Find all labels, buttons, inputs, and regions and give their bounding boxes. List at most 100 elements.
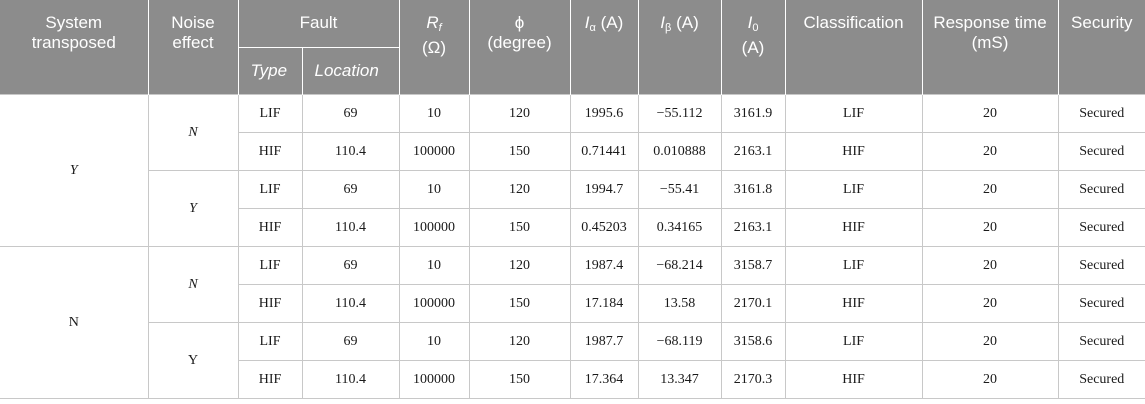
cell-classification: LIF [784,322,923,361]
cell-type: LIF [237,170,303,209]
cell-rf: 100000 [398,284,470,323]
table-row: HIF 110.4 100000 150 17.364 13.347 2170.… [0,360,1145,399]
cell-classification: HIF [784,208,923,247]
cell-security: Secured [1057,132,1145,171]
cell-response-time: 20 [921,284,1059,323]
phi-unit: (degree) [487,33,552,52]
cell-classification: HIF [784,132,923,171]
cell-i0: 2170.3 [720,360,786,399]
cell-phi: 120 [468,246,571,285]
header-response-time: Response time (mS) [921,0,1059,95]
i0-unit: (A) [741,38,765,57]
cell-ialpha: 1987.7 [569,322,639,361]
cell-classification: LIF [784,94,923,133]
table-row: Y LIF 69 10 120 1994.7 −55.41 3161.8 LIF… [0,170,1145,247]
cell-ibeta: −55.41 [637,170,722,209]
cell-noise: Y [148,170,239,247]
cell-i0: 2163.1 [720,208,786,247]
cell-ialpha: 1987.4 [569,246,639,285]
cell-location: 110.4 [301,360,400,399]
cell-rf: 100000 [398,208,470,247]
cell-ibeta: 13.347 [637,360,722,399]
cell-type: HIF [238,208,303,247]
cell-type: HIF [238,284,303,323]
cell-location: 69 [301,170,400,209]
ibeta-unit: (A) [676,13,699,32]
table-row: Y N LIF 69 10 120 1995.6 −55.112 3161.9 … [0,94,1145,247]
cell-phi: 120 [468,170,571,209]
header-fault: Fault [237,0,400,48]
cell-ialpha: 0.45203 [569,208,639,247]
table-header: System transposed Noise effect Fault Rf (… [0,0,1145,95]
cell-location: 110.4 [301,284,400,323]
cell-rf: 10 [398,246,470,285]
header-noise-effect: Noise effect [147,0,239,95]
cell-ibeta: −55.112 [637,94,722,133]
cell-ialpha: 17.184 [569,284,639,323]
cell-location: 69 [301,246,400,285]
ibeta-symbol: I [660,13,666,32]
header-phi: ϕ (degree) [468,0,571,95]
cell-response-time: 20 [921,132,1059,171]
ibeta-subscript: β [665,22,672,34]
cell-security: Secured [1057,170,1145,209]
cell-phi: 150 [468,360,571,399]
cell-location: 69 [301,94,400,133]
cell-ibeta: 0.34165 [637,208,722,247]
cell-response-time: 20 [921,322,1059,361]
cell-response-time: 20 [921,246,1059,285]
header-i0: I0 (A) [720,0,786,95]
ialpha-unit: (A) [600,13,624,32]
cell-location: 69 [301,322,400,361]
phi-symbol: ϕ [514,13,525,32]
cell-rf: 10 [398,322,470,361]
cell-response-time: 20 [921,94,1059,133]
cell-security: Secured [1057,322,1145,361]
cell-phi: 150 [468,208,571,247]
cell-phi: 150 [468,132,571,171]
cell-security: Secured [1057,246,1145,285]
cell-system: Y [0,94,149,247]
cell-classification: HIF [784,284,923,323]
cell-type: LIF [237,94,303,133]
ialpha-symbol: I [584,13,590,32]
cell-response-time: 20 [921,170,1059,209]
cell-type: HIF [238,132,303,171]
cell-i0: 3161.9 [720,94,786,133]
cell-ialpha: 1995.6 [569,94,639,133]
table-row: HIF 110.4 100000 150 0.45203 0.34165 216… [0,208,1145,247]
cell-i0: 2163.1 [720,132,786,171]
cell-location: 110.4 [301,208,400,247]
cell-ialpha: 0.71441 [569,132,639,171]
cell-ibeta: 13.58 [637,284,722,323]
rf-subscript: f [438,22,442,34]
cell-rf: 10 [398,170,470,209]
ialpha-subscript: α [589,22,596,34]
table-body: Y N LIF 69 10 120 1995.6 −55.112 3161.9 … [0,94,1145,399]
table-row: N N LIF 69 10 120 1987.4 −68.214 3158.7 … [0,246,1145,399]
cell-noise: Y [148,322,239,399]
cell-location: 110.4 [301,132,400,171]
cell-phi: 120 [468,322,571,361]
cell-rf: 100000 [398,132,470,171]
cell-phi: 150 [468,284,571,323]
cell-classification: LIF [784,246,923,285]
cell-classification: HIF [784,360,923,399]
cell-rf: 100000 [398,360,470,399]
cell-security: Secured [1057,208,1145,247]
header-ibeta: Iβ (A) [637,0,722,95]
header-type: Type [238,47,303,95]
cell-response-time: 20 [921,360,1059,399]
table-row: HIF 110.4 100000 150 17.184 13.58 2170.1… [0,284,1145,323]
cell-ibeta: −68.119 [637,322,722,361]
i0-subscript: 0 [752,22,759,34]
header-classification: Classification [784,0,923,95]
cell-rf: 10 [398,94,470,133]
header-rf: Rf (Ω) [398,0,470,95]
cell-ialpha: 17.364 [569,360,639,399]
header-ialpha: Iα (A) [569,0,639,95]
cell-type: HIF [238,360,303,399]
cell-type: LIF [237,322,303,361]
cell-classification: LIF [784,170,923,209]
cell-i0: 3158.6 [720,322,786,361]
